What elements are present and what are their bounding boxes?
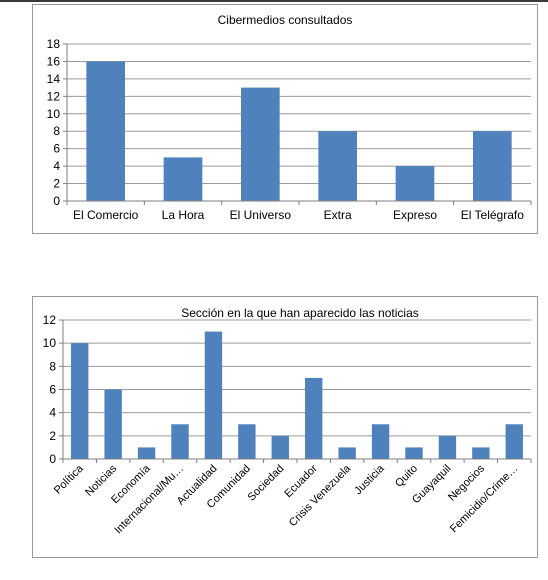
y-tick-label: 6 (53, 142, 60, 156)
x-tick-label: Expreso (393, 208, 437, 222)
bar-12 (438, 435, 457, 459)
bar-2 (163, 157, 203, 201)
bar-1 (71, 343, 89, 459)
x-tick-label: Política (52, 462, 87, 497)
y-tick-label: 12 (43, 313, 57, 327)
x-tick-label: La Hora (162, 208, 205, 222)
y-tick-label: 6 (49, 383, 56, 397)
bar-5 (395, 166, 435, 201)
y-tick-label: 10 (47, 107, 61, 121)
chart-title: Sección en la que han aparecido las noti… (181, 306, 419, 320)
bar-13 (472, 447, 490, 459)
bar-7 (271, 435, 289, 459)
bar-10 (371, 424, 390, 459)
bar-3 (137, 447, 156, 459)
y-tick-label: 8 (53, 124, 60, 138)
bar-6 (238, 424, 256, 459)
x-tick-label: Sociedad (245, 463, 286, 504)
bar-14 (505, 424, 523, 459)
y-tick-label: 14 (47, 72, 61, 86)
y-tick-label: 16 (47, 54, 61, 68)
bar-11 (405, 447, 423, 459)
top-border-line (0, 0, 548, 2)
y-tick-label: 10 (43, 336, 57, 350)
bar-8 (305, 377, 323, 459)
x-tick-label: Extra (324, 208, 352, 222)
bar-1 (86, 61, 125, 201)
x-tick-label: El Comercio (73, 208, 139, 222)
bar-4 (318, 131, 357, 201)
x-tick-label: El Universo (230, 208, 292, 222)
y-tick-label: 4 (49, 406, 56, 420)
y-tick-label: 8 (49, 359, 56, 373)
y-tick-label: 2 (49, 429, 56, 443)
bar-5 (204, 331, 223, 459)
y-tick-label: 0 (53, 194, 60, 208)
y-tick-label: 4 (53, 159, 60, 173)
y-tick-label: 12 (47, 89, 61, 103)
x-tick-label: Quito (393, 463, 420, 490)
x-tick-label: El Telégrafo (461, 208, 524, 222)
x-tick-label: Justicia (352, 462, 387, 497)
chart-title: Cibermedios consultados (218, 13, 353, 27)
bar-3 (241, 87, 280, 201)
y-tick-label: 2 (53, 177, 60, 191)
bar-9 (338, 447, 356, 459)
y-tick-label: 18 (47, 37, 61, 51)
bar-2 (104, 389, 122, 459)
x-tick-label: Crisis Venezuela (287, 462, 354, 529)
y-tick-label: 0 (49, 452, 56, 466)
bar-4 (171, 424, 189, 459)
bar-6 (473, 131, 512, 201)
